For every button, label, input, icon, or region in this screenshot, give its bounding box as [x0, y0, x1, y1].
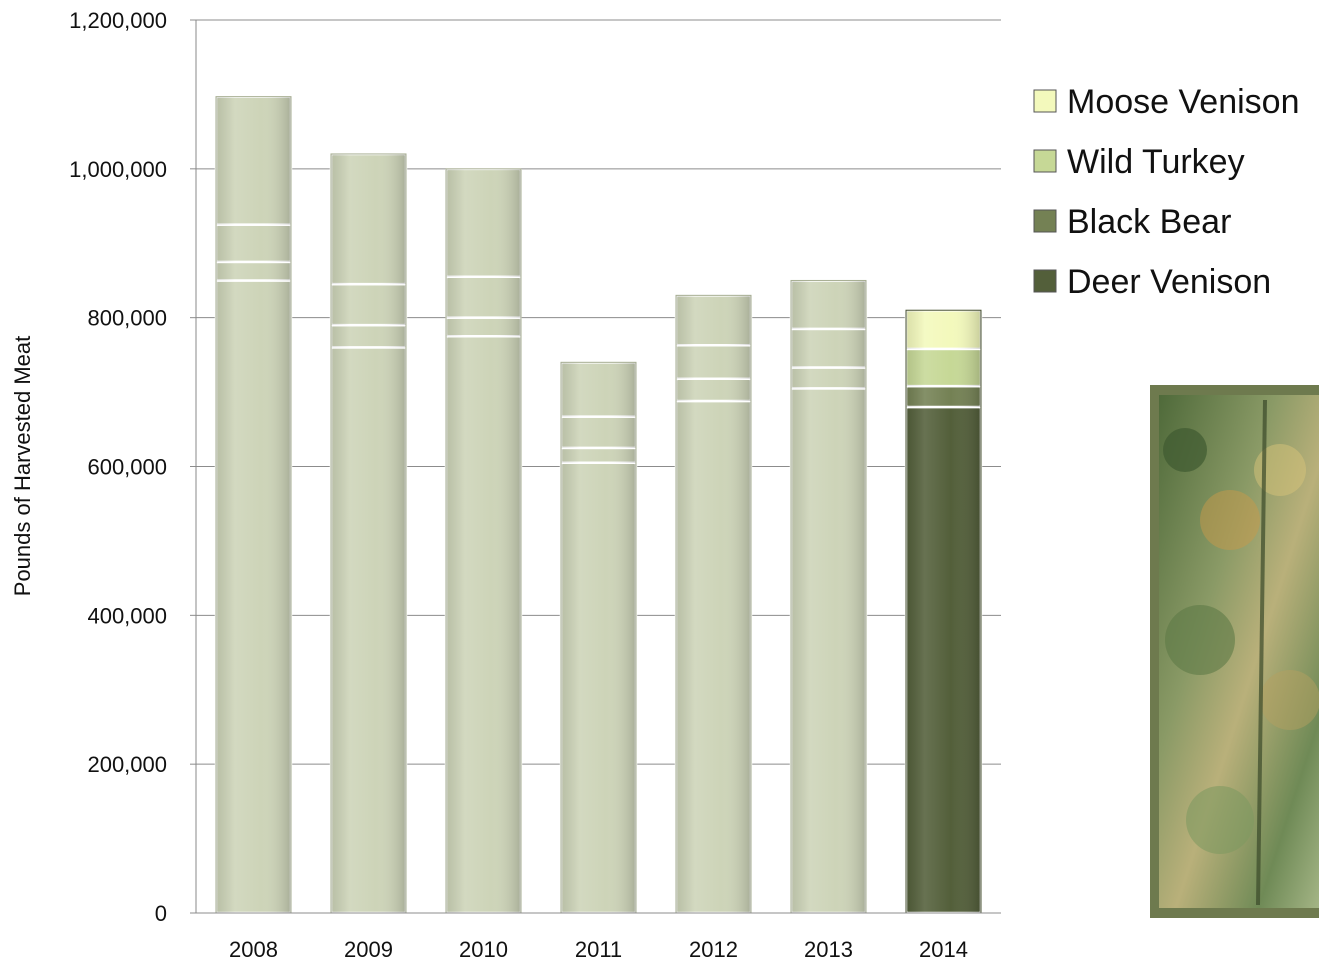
legend: Moose Venison Wild Turkey Black Bear Deer V…	[1033, 83, 1300, 301]
bar-segment-moose-venison-2013	[789, 279, 868, 331]
x-axis-ticks: 2008 2009 2010 2011 2012 2013 2014	[229, 937, 968, 962]
bar-segment-moose-venison-2011	[559, 361, 638, 418]
bar-segment-moose-venison-2008	[214, 95, 293, 226]
legend-item: Deer Venison	[1033, 263, 1271, 301]
legend-label: Wild Turkey	[1067, 143, 1245, 181]
y-axis-title: Pounds of Harvested Meat	[10, 336, 35, 596]
bar-segment-deer-venison-2013	[789, 387, 868, 915]
bar-segment-black-bear-2010	[444, 316, 523, 338]
x-tick-label: 2014	[919, 937, 968, 962]
legend-item: Moose Venison	[1033, 83, 1300, 121]
x-tick-label: 2012	[689, 937, 738, 962]
bar-segment-moose-venison-2014	[904, 308, 983, 351]
bar-segment-wild-turkey-2014	[904, 347, 983, 388]
legend-swatch	[1033, 149, 1057, 173]
x-tick-label: 2013	[804, 937, 853, 962]
bar-segment-black-bear-2012	[674, 377, 753, 403]
legend-item: Wild Turkey	[1033, 143, 1245, 181]
y-tick-label: 200,000	[87, 752, 167, 777]
legend-swatch	[1033, 269, 1057, 293]
bar-segment-deer-venison-2014	[904, 405, 983, 915]
x-tick-label: 2009	[344, 937, 393, 962]
y-tick-label: 0	[155, 901, 167, 926]
bar-segment-moose-venison-2012	[674, 294, 753, 347]
bar-segment-wild-turkey-2013	[789, 327, 868, 369]
bar-segment-moose-venison-2009	[329, 152, 408, 286]
legend-label: Moose Venison	[1067, 83, 1300, 121]
bar-segment-wild-turkey-2008	[214, 223, 293, 264]
bar-segment-wild-turkey-2011	[559, 415, 638, 450]
bar-segment-wild-turkey-2009	[329, 282, 408, 327]
y-tick-label: 400,000	[87, 603, 167, 628]
legend-label: Deer Venison	[1067, 263, 1271, 301]
x-tick-label: 2010	[459, 937, 508, 962]
bar-segment-deer-venison-2010	[444, 335, 523, 915]
bar-segment-wild-turkey-2010	[444, 275, 523, 319]
bars	[196, 95, 1001, 915]
bar-segment-deer-venison-2012	[674, 399, 753, 915]
forest-photo	[1150, 385, 1319, 918]
legend-item: Black Bear	[1033, 203, 1231, 241]
y-tick-label: 1,200,000	[69, 8, 167, 33]
x-tick-label: 2011	[575, 937, 622, 962]
legend-swatch	[1033, 209, 1057, 233]
bar-segment-deer-venison-2011	[559, 461, 638, 915]
bar-segment-black-bear-2008	[214, 260, 293, 282]
bar-segment-wild-turkey-2012	[674, 343, 753, 380]
bar-segment-deer-venison-2008	[214, 279, 293, 915]
bar-segment-black-bear-2011	[559, 446, 638, 465]
bar-segment-deer-venison-2009	[329, 346, 408, 915]
legend-label: Black Bear	[1067, 203, 1231, 241]
y-tick-label: 600,000	[87, 455, 167, 480]
legend-swatch	[1033, 89, 1057, 113]
y-tick-label: 1,000,000	[69, 157, 167, 182]
y-axis-ticks: 0 200,000 400,000 600,000 800,000 1,000,000 1,…	[69, 8, 167, 926]
bar-segment-moose-venison-2010	[444, 167, 523, 278]
x-tick-label: 2008	[229, 937, 278, 962]
bar-segment-black-bear-2013	[789, 366, 868, 390]
bar-segment-black-bear-2009	[329, 323, 408, 349]
bar-segment-black-bear-2014	[904, 384, 983, 409]
y-tick-label: 800,000	[87, 306, 167, 331]
